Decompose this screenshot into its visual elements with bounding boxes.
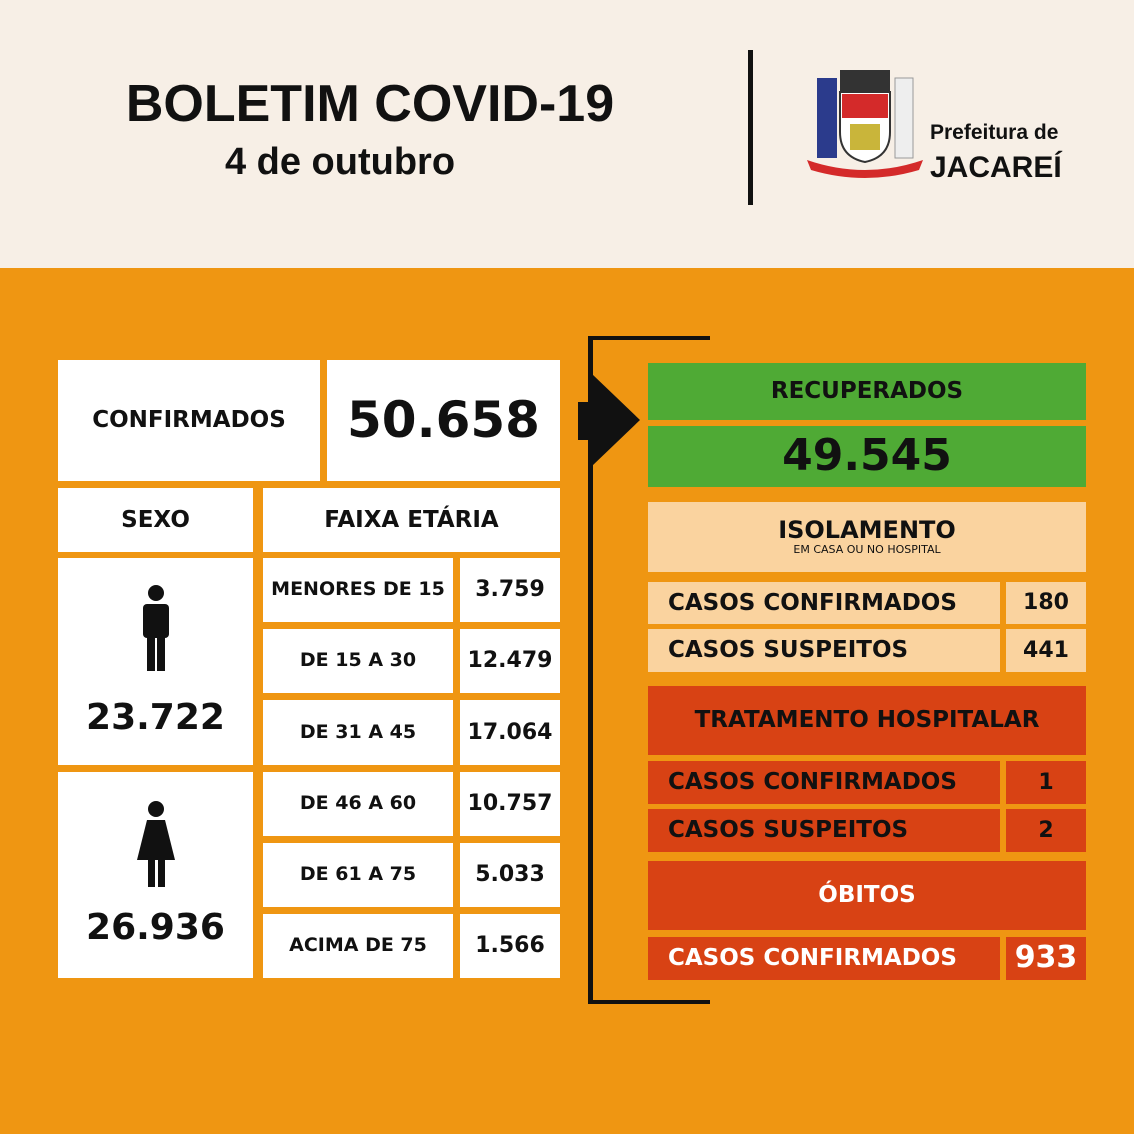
age-range-value: 3.759: [460, 558, 560, 622]
age-range-label: ACIMA DE 75: [263, 914, 453, 978]
confirmed-label: CONFIRMADOS: [58, 360, 320, 481]
isolation-header: ISOLAMENTO EM CASA OU NO HOSPITAL: [648, 502, 1086, 572]
male-person-icon: [142, 584, 169, 671]
age-range-value: 10.757: [460, 772, 560, 836]
age-range-label: DE 46 A 60: [263, 772, 453, 836]
isolation-title: ISOLAMENTO: [778, 515, 956, 544]
sex-header: SEXO: [58, 488, 253, 552]
age-range-value: 12.479: [460, 629, 560, 693]
isolation-suspect-value: 441: [1006, 629, 1086, 672]
hospital-confirmed-label: CASOS CONFIRMADOS: [648, 761, 1000, 804]
bracket-bottom: [588, 1000, 710, 1004]
bulletin-date: 4 de outubro: [224, 141, 456, 184]
deaths-confirmed-label: CASOS CONFIRMADOS: [648, 937, 1000, 980]
age-range-value: 17.064: [460, 700, 560, 765]
female-count: 26.936: [86, 907, 225, 949]
age-range-label: DE 61 A 75: [263, 843, 453, 907]
bracket-top: [588, 336, 710, 340]
divider: [748, 50, 753, 205]
deaths-header: ÓBITOS: [648, 861, 1086, 930]
isolation-confirmed-value: 180: [1006, 582, 1086, 624]
isolation-suspect-label: CASOS SUSPEITOS: [648, 629, 1000, 672]
hospital-header: TRATAMENTO HOSPITALAR: [648, 686, 1086, 755]
male-count: 23.722: [86, 696, 225, 738]
age-range-label: MENORES DE 15: [263, 558, 453, 622]
bracket: [588, 336, 593, 1004]
logo-text-jacarei: JACAREÍ: [930, 150, 1062, 184]
deaths-confirmed-value: 933: [1006, 937, 1086, 980]
hospital-suspect-value: 2: [1006, 809, 1086, 852]
isolation-confirmed-label: CASOS CONFIRMADOS: [648, 582, 1000, 624]
female-box: 26.936: [58, 772, 253, 978]
recovered-value: 49.545: [648, 426, 1086, 487]
recovered-label: RECUPERADOS: [648, 363, 1086, 420]
age-range-value: 1.566: [460, 914, 560, 978]
header-band: [0, 0, 1134, 268]
female-person-icon: [136, 801, 175, 888]
age-header: FAIXA ETÁRIA: [263, 488, 560, 552]
arrow-right-icon: [578, 374, 640, 466]
age-range-value: 5.033: [460, 843, 560, 907]
hospital-confirmed-value: 1: [1006, 761, 1086, 804]
age-range-label: DE 31 A 45: [263, 700, 453, 765]
city-seal-logo: [805, 68, 925, 180]
isolation-subtitle: EM CASA OU NO HOSPITAL: [793, 543, 941, 557]
male-box: 23.722: [58, 558, 253, 765]
logo-text-prefeitura: Prefeitura de: [930, 120, 1059, 144]
hospital-suspect-label: CASOS SUSPEITOS: [648, 809, 1000, 852]
confirmed-value: 50.658: [327, 360, 560, 481]
page-title: BOLETIM COVID-19: [125, 75, 615, 134]
age-range-label: DE 15 A 30: [263, 629, 453, 693]
